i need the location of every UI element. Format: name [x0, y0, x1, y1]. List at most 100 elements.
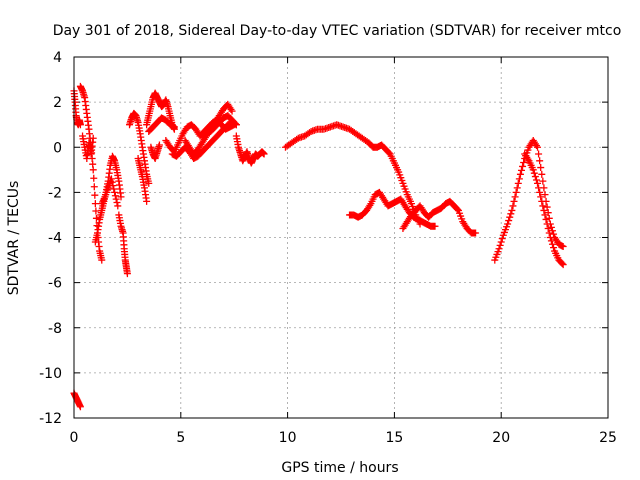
data-point — [559, 261, 567, 269]
data-point — [506, 213, 514, 221]
tick-labels: 0 5 10 15 20 25 -12 -10 -8 -6 -4 -2 0 2 4 — [39, 50, 617, 446]
x-tick-label: 20 — [492, 430, 510, 446]
data-points — [70, 82, 567, 411]
data-point — [547, 223, 555, 231]
x-axis-label: GPS time / hours — [281, 460, 398, 476]
data-point — [545, 229, 553, 237]
data-point — [530, 169, 538, 177]
x-tick-label: 5 — [176, 430, 185, 446]
data-point — [472, 229, 480, 237]
data-point — [550, 244, 558, 252]
data-point — [537, 193, 545, 201]
data-point — [91, 200, 99, 208]
data-point — [92, 214, 100, 222]
data-point — [496, 241, 504, 249]
data-point — [511, 193, 519, 201]
series-sat-p — [198, 112, 240, 140]
data-point — [543, 203, 551, 211]
data-point — [517, 166, 525, 174]
data-point — [539, 202, 547, 210]
data-point — [545, 214, 553, 222]
data-point — [111, 188, 119, 196]
data-point — [98, 256, 106, 264]
data-point — [532, 176, 540, 184]
data-point — [76, 403, 84, 411]
data-point — [111, 192, 119, 200]
data-point — [89, 166, 97, 174]
data-point — [510, 197, 518, 205]
y-tick-label: -6 — [48, 276, 62, 292]
series-sat-a — [70, 87, 84, 129]
data-point — [431, 222, 439, 230]
data-point — [547, 237, 555, 245]
data-point — [498, 235, 506, 243]
data-point — [534, 143, 542, 151]
data-point — [89, 134, 97, 142]
series-sat-b — [70, 389, 84, 411]
data-point — [90, 183, 98, 191]
data-point — [550, 230, 558, 238]
y-tick-label: 2 — [53, 95, 62, 111]
series-sat-u — [491, 136, 567, 264]
chart-title: Day 301 of 2018, Sidereal Day-to-day VTE… — [53, 23, 622, 39]
data-point — [544, 224, 552, 232]
series-sat-c — [76, 82, 106, 264]
series-sat-j — [143, 89, 178, 133]
data-point — [537, 164, 545, 172]
data-point — [232, 121, 240, 129]
data-point — [228, 107, 236, 115]
plot-frame — [73, 56, 609, 419]
x-tick-label: 15 — [385, 430, 403, 446]
data-point — [516, 170, 524, 178]
series-sat-k — [145, 114, 178, 135]
data-point — [110, 185, 118, 193]
data-point — [108, 178, 116, 186]
data-point — [536, 157, 544, 165]
x-tick-label: 0 — [70, 430, 79, 446]
data-point — [91, 191, 99, 199]
data-point — [519, 162, 527, 170]
series-sat-l — [147, 141, 163, 163]
series-sat-g — [115, 211, 131, 278]
data-point — [539, 177, 547, 185]
data-point — [540, 206, 548, 214]
data-point — [507, 210, 515, 218]
data-point — [536, 188, 544, 196]
series-sat-e — [91, 152, 125, 246]
y-tick-label: -10 — [39, 366, 62, 382]
data-point — [260, 150, 268, 158]
data-point — [535, 184, 543, 192]
data-point — [514, 179, 522, 187]
data-point — [505, 217, 513, 225]
data-point — [535, 150, 543, 158]
data-point — [504, 220, 512, 228]
data-point — [534, 179, 542, 187]
series-sat-v — [521, 150, 567, 269]
data-point — [114, 202, 122, 210]
data-point — [76, 121, 84, 129]
data-point — [520, 158, 528, 166]
data-point — [541, 191, 549, 199]
data-point — [531, 173, 539, 181]
data-point — [559, 243, 567, 251]
data-point — [90, 174, 98, 182]
data-point — [538, 170, 546, 178]
data-point — [546, 234, 554, 241]
series-sat-s — [346, 188, 439, 230]
data-point — [155, 141, 163, 149]
data-point — [92, 207, 100, 215]
x-tick-label: 10 — [279, 430, 297, 446]
data-point — [508, 206, 516, 214]
data-point — [112, 195, 120, 203]
data-point — [107, 175, 115, 183]
grid-lines — [74, 57, 608, 418]
y-axis-label: SDTVAR / TECUs — [6, 181, 22, 296]
x-tick-label: 25 — [599, 430, 617, 446]
series-sat-t — [399, 197, 480, 237]
data-point — [453, 205, 461, 213]
data-point — [515, 175, 523, 183]
data-point — [109, 182, 117, 190]
y-tick-label: -2 — [48, 185, 62, 201]
data-point — [538, 197, 546, 205]
